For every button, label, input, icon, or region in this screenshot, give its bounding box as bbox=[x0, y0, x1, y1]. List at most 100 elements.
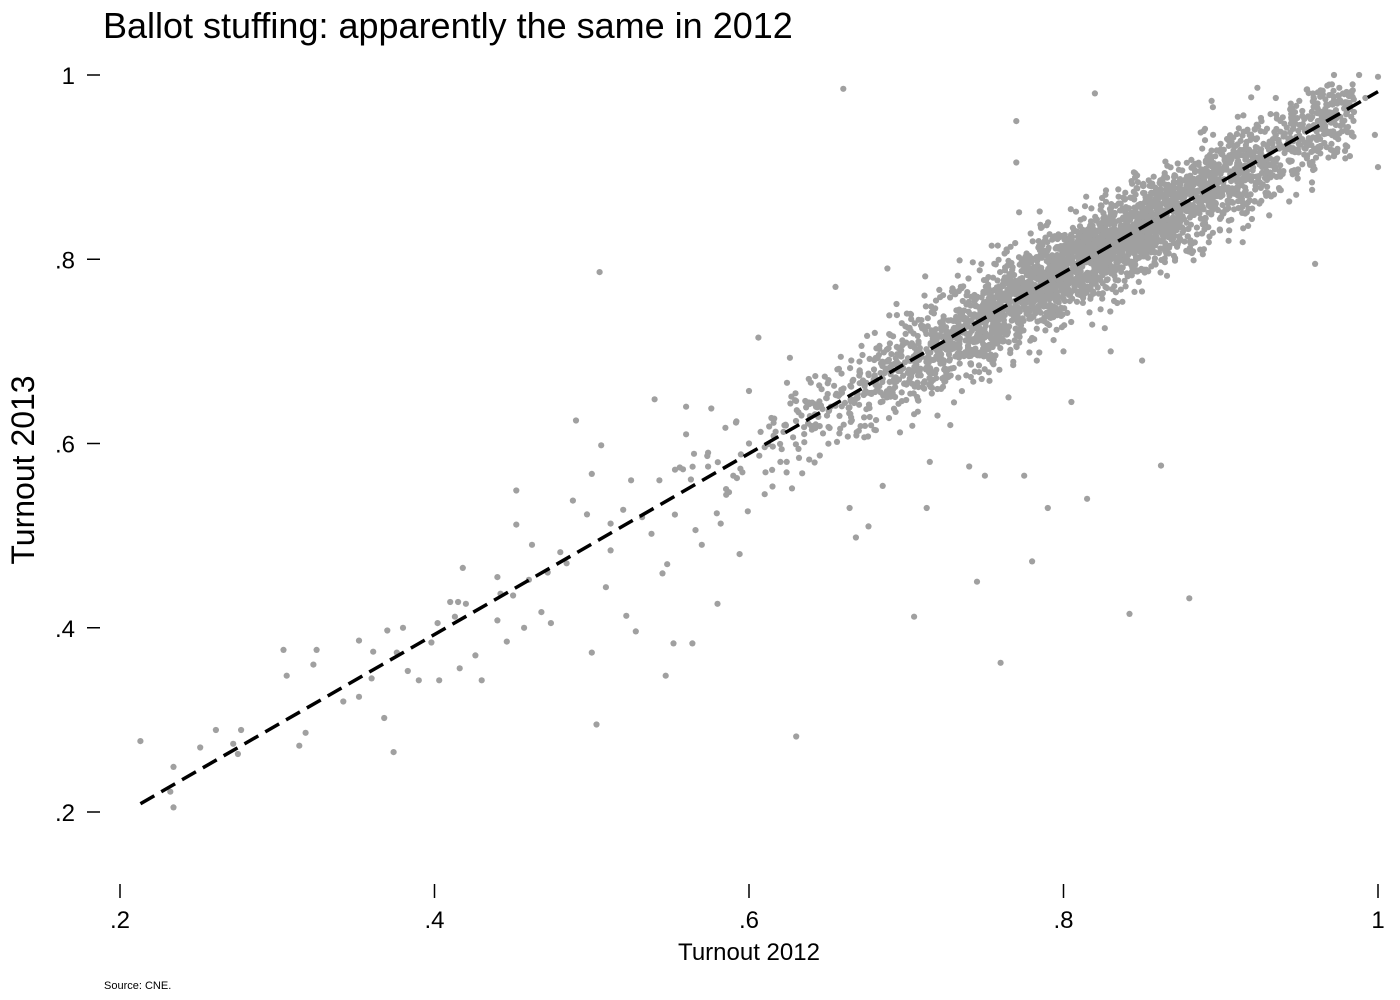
data-point bbox=[948, 365, 955, 372]
data-point bbox=[803, 404, 810, 411]
data-point bbox=[1175, 194, 1182, 201]
data-point bbox=[1055, 294, 1062, 301]
data-point bbox=[837, 425, 844, 432]
data-point bbox=[355, 693, 363, 700]
data-point bbox=[1028, 255, 1035, 262]
data-point bbox=[1199, 251, 1206, 258]
data-point bbox=[1330, 71, 1338, 79]
data-point bbox=[788, 393, 795, 400]
data-point bbox=[1248, 215, 1255, 223]
data-point bbox=[1310, 166, 1317, 174]
data-point bbox=[1321, 131, 1328, 138]
data-point bbox=[1119, 298, 1126, 305]
data-point bbox=[1216, 226, 1223, 233]
data-point bbox=[1117, 222, 1124, 230]
data-point bbox=[909, 380, 916, 387]
data-point bbox=[1084, 226, 1091, 233]
data-point bbox=[927, 349, 934, 356]
data-point bbox=[802, 397, 809, 405]
data-point bbox=[799, 470, 806, 477]
data-point bbox=[1129, 180, 1136, 187]
data-point bbox=[938, 333, 945, 340]
data-point bbox=[871, 329, 878, 336]
data-point bbox=[1201, 137, 1209, 144]
data-point bbox=[737, 465, 744, 472]
data-point bbox=[1225, 237, 1232, 244]
data-point bbox=[892, 355, 899, 362]
data-point bbox=[1013, 159, 1020, 166]
data-point bbox=[1018, 268, 1025, 275]
y-tick-label: .2 bbox=[55, 800, 75, 827]
data-point bbox=[1228, 198, 1235, 205]
data-point bbox=[1103, 277, 1110, 284]
data-point bbox=[730, 472, 737, 479]
data-point bbox=[1255, 173, 1262, 180]
data-point bbox=[1121, 277, 1128, 284]
data-point bbox=[888, 351, 895, 358]
data-point bbox=[921, 378, 928, 385]
data-point bbox=[1259, 181, 1266, 188]
data-point bbox=[1097, 202, 1104, 209]
data-point bbox=[723, 491, 730, 498]
data-point bbox=[1072, 208, 1080, 215]
data-point bbox=[938, 327, 945, 334]
data-point bbox=[1240, 112, 1247, 119]
data-point bbox=[856, 368, 863, 375]
data-point bbox=[1044, 504, 1051, 512]
data-point bbox=[1243, 209, 1250, 216]
data-point bbox=[588, 649, 595, 656]
data-point bbox=[1190, 187, 1197, 194]
data-point bbox=[737, 451, 745, 458]
data-point bbox=[1253, 121, 1260, 128]
data-point bbox=[170, 763, 177, 771]
data-point bbox=[1039, 241, 1046, 249]
data-point bbox=[976, 267, 983, 274]
data-point bbox=[955, 374, 962, 381]
data-point bbox=[1047, 312, 1054, 319]
data-point bbox=[954, 272, 961, 279]
data-point bbox=[1260, 140, 1267, 147]
data-point bbox=[1304, 152, 1311, 159]
data-point bbox=[1097, 306, 1104, 313]
data-point bbox=[1332, 107, 1339, 114]
data-point bbox=[859, 351, 866, 359]
data-point bbox=[838, 386, 845, 393]
data-point bbox=[871, 372, 878, 379]
data-point bbox=[1341, 147, 1349, 154]
data-point bbox=[984, 289, 991, 296]
data-point bbox=[1044, 247, 1051, 254]
data-point bbox=[656, 477, 663, 484]
data-point bbox=[513, 487, 520, 494]
data-point bbox=[980, 277, 988, 284]
x-tick-label: .8 bbox=[1053, 907, 1073, 934]
data-point bbox=[1208, 97, 1215, 104]
data-point bbox=[1323, 101, 1330, 108]
chart-title: Ballot stuffing: apparently the same in … bbox=[103, 5, 793, 46]
data-point bbox=[963, 292, 970, 299]
data-point bbox=[1041, 318, 1048, 325]
data-point bbox=[1073, 228, 1081, 235]
data-point bbox=[1111, 283, 1118, 290]
data-point bbox=[1277, 128, 1284, 135]
data-point bbox=[991, 260, 998, 267]
data-point bbox=[1068, 318, 1075, 326]
data-point bbox=[1336, 84, 1343, 91]
data-point bbox=[801, 431, 808, 438]
data-point bbox=[521, 624, 528, 631]
data-point bbox=[1008, 277, 1015, 284]
data-point bbox=[1066, 258, 1073, 265]
data-point bbox=[1115, 186, 1122, 193]
y-tick-label: 1 bbox=[62, 63, 75, 90]
data-point bbox=[1122, 283, 1129, 290]
data-point bbox=[1299, 107, 1306, 115]
data-point bbox=[733, 418, 740, 425]
data-point bbox=[876, 342, 883, 349]
data-point bbox=[1216, 215, 1224, 222]
data-point bbox=[806, 456, 813, 463]
data-point bbox=[1161, 194, 1168, 201]
data-point bbox=[766, 423, 773, 430]
data-point bbox=[451, 613, 458, 620]
data-point bbox=[1118, 264, 1125, 271]
data-point bbox=[846, 404, 853, 411]
data-point bbox=[832, 283, 839, 290]
